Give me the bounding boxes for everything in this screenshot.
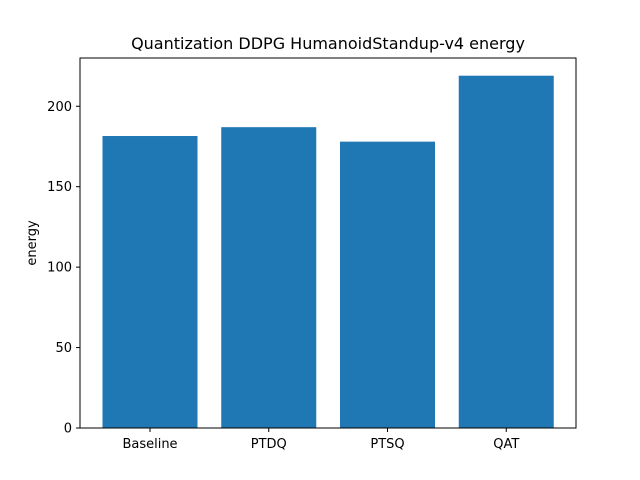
chart-title: Quantization DDPG HumanoidStandup-v4 ene… (131, 34, 525, 53)
x-tick-label: Baseline (122, 437, 177, 452)
y-tick-label: 100 (47, 261, 72, 276)
y-axis-label: energy (25, 220, 40, 266)
plot-frame (79, 57, 577, 429)
y-tick-label: 50 (55, 341, 72, 356)
y-tick-label: 150 (47, 180, 72, 195)
bar-qat (458, 75, 554, 428)
x-axis-ticks: Baseline PTDQ PTSQ QAT (122, 428, 519, 452)
bar-ptsq (340, 141, 435, 428)
x-tick-label: PTDQ (251, 437, 287, 452)
y-tick-label: 200 (47, 100, 72, 115)
bars-group (102, 75, 554, 429)
y-tick-label: 0 (64, 422, 72, 437)
bar-baseline (102, 136, 198, 428)
x-tick-label: PTSQ (370, 437, 404, 452)
y-axis-ticks: 0 50 100 150 200 (47, 100, 80, 437)
bar-ptdq (221, 127, 317, 429)
x-tick-label: QAT (493, 437, 519, 452)
